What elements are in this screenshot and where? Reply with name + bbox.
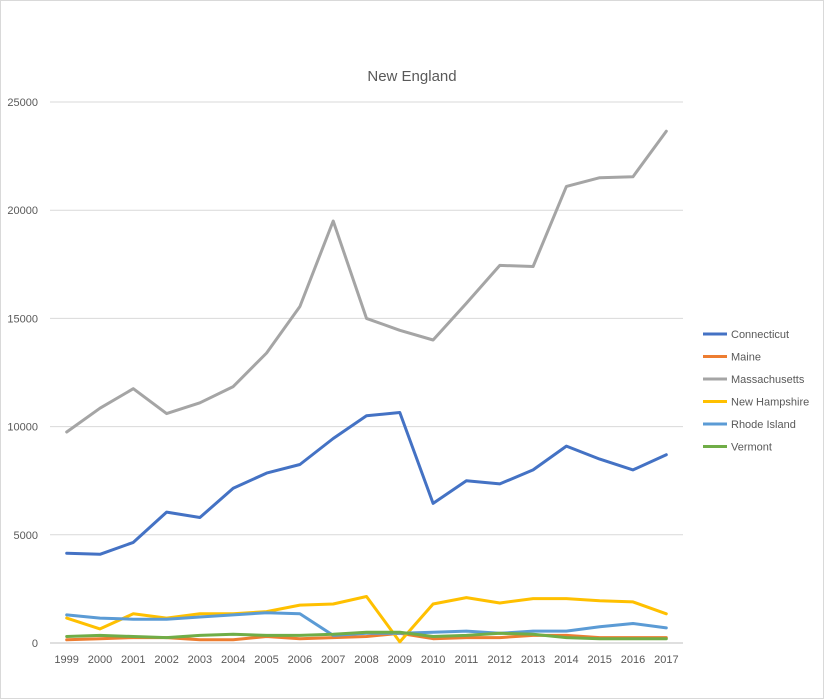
legend-label: Vermont [731,442,772,454]
x-tick-label: 2017 [654,654,678,666]
x-tick-label: 2012 [488,654,512,666]
series-line-vermont [65,630,668,641]
legend-label: New Hampshire [731,397,809,409]
gridlines [50,101,683,644]
legend-item: Connecticut [703,329,789,341]
y-tick-label: 15000 [7,313,38,325]
x-axis-ticks: 1999 2000 2001 2002 2003 2004 2005 2006 2007 2008… [54,654,678,666]
legend-item: Maine [703,352,761,364]
series-lines [65,129,668,644]
x-tick-label: 2014 [554,654,578,666]
x-tick-label: 2015 [587,654,611,666]
y-tick-label: 20000 [7,205,38,217]
legend-label: Massachusetts [731,374,805,386]
y-tick-label: 10000 [7,422,38,434]
series-line-massachusetts [65,129,668,434]
legend-item: Rhode Island [703,419,796,431]
y-tick-label: 5000 [14,530,38,542]
legend-item: Vermont [703,442,772,454]
y-axis-ticks: 0 5000 10000 15000 20000 25000 [7,97,38,650]
x-tick-label: 2009 [388,654,412,666]
x-tick-label: 2001 [121,654,145,666]
x-tick-label: 2002 [154,654,178,666]
x-tick-label: 2007 [321,654,345,666]
x-tick-label: 2016 [621,654,645,666]
legend-label: Connecticut [731,329,789,341]
legend-label: Maine [731,352,761,364]
legend-label: Rhode Island [731,419,796,431]
legend-item: New Hampshire [703,397,809,409]
x-tick-label: 2004 [221,654,245,666]
x-tick-label: 1999 [54,654,78,666]
legend-item: Massachusetts [703,374,805,386]
chart-title: New England [367,68,456,85]
x-tick-label: 2010 [421,654,445,666]
series-line-connecticut [65,411,668,556]
x-tick-label: 2011 [455,654,479,666]
y-tick-label: 0 [32,638,38,650]
x-tick-label: 2003 [188,654,212,666]
y-tick-label: 25000 [7,97,38,109]
x-tick-label: 2013 [521,654,545,666]
x-tick-label: 2006 [288,654,312,666]
legend: Connecticut Maine Massachusetts New Hampshi… [703,329,809,454]
x-tick-label: 2005 [254,654,278,666]
x-tick-label: 2008 [354,654,378,666]
x-tick-label: 2000 [88,654,112,666]
